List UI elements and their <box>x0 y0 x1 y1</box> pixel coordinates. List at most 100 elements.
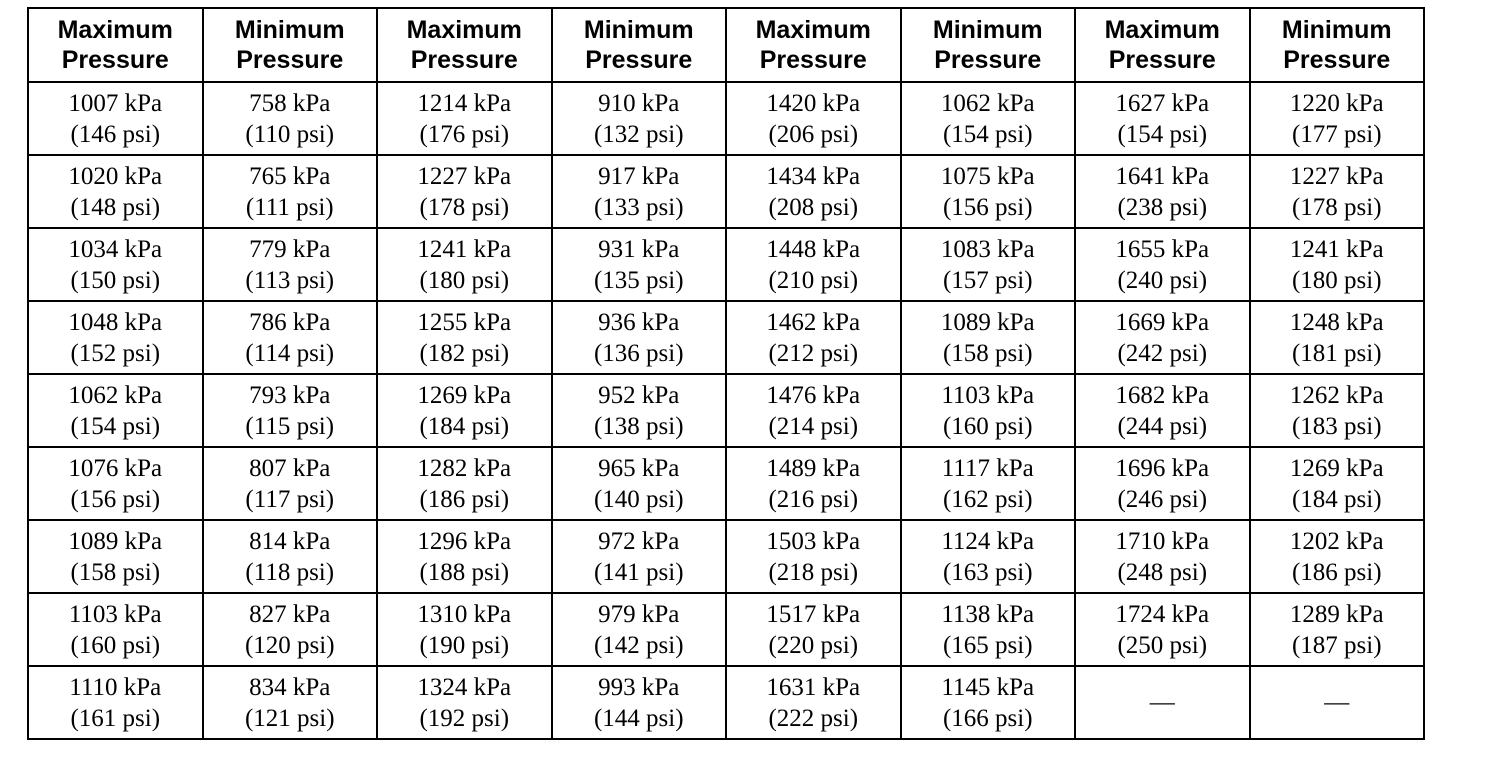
cell-line: (238 psi) <box>1117 193 1208 221</box>
data-cell: 1262 kPa (183 psi) <box>1248 373 1425 448</box>
data-cell: 765 kPa (111 psi) <box>201 154 378 229</box>
cell-line: (250 psi) <box>1117 631 1208 659</box>
cell-line: (187 psi) <box>1291 631 1382 659</box>
cell-line: (244 psi) <box>1117 412 1208 440</box>
data-row: 1034 kPa (150 psi) 779 kPa (113 psi) 1241 kP… <box>27 227 1425 302</box>
cell-line: Pressure <box>934 46 1042 74</box>
data-cell: 1696 kPa (246 psi) <box>1074 446 1251 521</box>
cell-line: 1627 kPa <box>1115 89 1210 117</box>
cell-line: (210 psi) <box>768 266 859 294</box>
data-row: 1110 kPa (161 psi) 834 kPa (121 psi) 1324 kP… <box>27 665 1425 740</box>
header-cell: Minimum Pressure <box>550 7 727 83</box>
data-cell: 1641 kPa (238 psi) <box>1074 154 1251 229</box>
data-cell: 917 kPa (133 psi) <box>550 154 727 229</box>
cell-line: 807 kPa <box>249 454 331 482</box>
data-cell: 1724 kPa (250 psi) <box>1074 592 1251 667</box>
cell-line: 1696 kPa <box>1115 454 1210 482</box>
data-cell: 1227 kPa (178 psi) <box>376 154 553 229</box>
cell-line: 1489 kPa <box>766 454 861 482</box>
cell-line: (117 psi) <box>245 485 335 513</box>
cell-line: Minimum <box>583 16 694 44</box>
cell-line: (133 psi) <box>593 193 684 221</box>
cell-line: 1110 kPa <box>69 673 162 701</box>
data-cell: 931 kPa (135 psi) <box>550 227 727 302</box>
cell-line: (161 psi) <box>70 704 161 732</box>
cell-line: 1631 kPa <box>766 673 861 701</box>
data-cell: 807 kPa (117 psi) <box>201 446 378 521</box>
cell-line: 1434 kPa <box>766 162 861 190</box>
cell-line: 1310 kPa <box>417 600 512 628</box>
cell-line: (177 psi) <box>1291 120 1382 148</box>
cell-line: 1202 kPa <box>1289 527 1384 555</box>
data-cell: — <box>1248 665 1425 740</box>
cell-line: (138 psi) <box>593 412 684 440</box>
cell-line: (146 psi) <box>70 120 161 148</box>
cell-line: (121 psi) <box>244 704 335 732</box>
cell-line: (114 psi) <box>245 339 335 367</box>
cell-line: 936 kPa <box>598 308 680 336</box>
cell-line: (156 psi) <box>942 193 1033 221</box>
data-cell: 1269 kPa (184 psi) <box>1248 446 1425 521</box>
cell-line: 1076 kPa <box>68 454 163 482</box>
cell-line: 1255 kPa <box>417 308 512 336</box>
cell-line: 1007 kPa <box>68 89 163 117</box>
cell-line: (222 psi) <box>768 704 859 732</box>
header-cell: Maximum Pressure <box>1074 7 1251 83</box>
cell-line: 1296 kPa <box>417 527 512 555</box>
data-cell: 1462 kPa (212 psi) <box>725 300 902 375</box>
cell-line: 1641 kPa <box>1115 162 1210 190</box>
cell-line: 1062 kPa <box>68 381 163 409</box>
cell-line: 910 kPa <box>598 89 680 117</box>
cell-line: 1103 kPa <box>68 600 162 628</box>
data-cell: 1103 kPa (160 psi) <box>899 373 1076 448</box>
cell-line: 1062 kPa <box>940 89 1035 117</box>
data-row: 1089 kPa (158 psi) 814 kPa (118 psi) 1296 kP… <box>27 519 1425 594</box>
cell-line: (163 psi) <box>942 558 1033 586</box>
cell-line: 952 kPa <box>598 381 680 409</box>
data-cell: 1434 kPa (208 psi) <box>725 154 902 229</box>
data-cell: 1241 kPa (180 psi) <box>376 227 553 302</box>
cell-line: (190 psi) <box>419 631 510 659</box>
cell-line: 1117 kPa <box>941 454 1034 482</box>
cell-line: 965 kPa <box>598 454 680 482</box>
cell-line: 793 kPa <box>249 381 331 409</box>
data-cell: 1296 kPa (188 psi) <box>376 519 553 594</box>
cell-line: (246 psi) <box>1117 485 1208 513</box>
cell-line: 1262 kPa <box>1289 381 1384 409</box>
data-cell: 1227 kPa (178 psi) <box>1248 154 1425 229</box>
data-cell: 1476 kPa (214 psi) <box>725 373 902 448</box>
cell-line: 1289 kPa <box>1289 600 1384 628</box>
cell-line: (157 psi) <box>942 266 1033 294</box>
cell-line: 1138 kPa <box>941 600 1035 628</box>
cell-line: (166 psi) <box>942 704 1033 732</box>
header-row: Maximum Pressure Minimum Pressure Maximum Pre… <box>27 7 1425 83</box>
cell-line: 779 kPa <box>249 235 331 263</box>
cell-line: 1269 kPa <box>1289 454 1384 482</box>
cell-line: (132 psi) <box>593 120 684 148</box>
cell-line: 1227 kPa <box>1289 162 1384 190</box>
data-cell: 1124 kPa (163 psi) <box>899 519 1076 594</box>
data-cell: 1103 kPa (160 psi) <box>27 592 204 667</box>
cell-line: (208 psi) <box>768 193 859 221</box>
cell-line: (135 psi) <box>593 266 684 294</box>
cell-line: 1462 kPa <box>766 308 861 336</box>
data-cell: 1282 kPa (186 psi) <box>376 446 553 521</box>
data-cell: 1489 kPa (216 psi) <box>725 446 902 521</box>
cell-line: 1269 kPa <box>417 381 512 409</box>
cell-line: (180 psi) <box>1291 266 1382 294</box>
data-cell: 1220 kPa (177 psi) <box>1248 81 1425 156</box>
cell-line: Pressure <box>1108 46 1216 74</box>
header-cell: Minimum Pressure <box>201 7 378 83</box>
cell-line: (162 psi) <box>942 485 1033 513</box>
cell-line: (178 psi) <box>1291 193 1382 221</box>
cell-line: 1241 kPa <box>1289 235 1384 263</box>
data-cell: 1020 kPa (148 psi) <box>27 154 204 229</box>
data-cell: 1202 kPa (186 psi) <box>1248 519 1425 594</box>
cell-line: 834 kPa <box>249 673 331 701</box>
data-cell: 979 kPa (142 psi) <box>550 592 727 667</box>
cell-line: Pressure <box>410 46 518 74</box>
cell-line: 1089 kPa <box>940 308 1035 336</box>
cell-line: 931 kPa <box>598 235 680 263</box>
